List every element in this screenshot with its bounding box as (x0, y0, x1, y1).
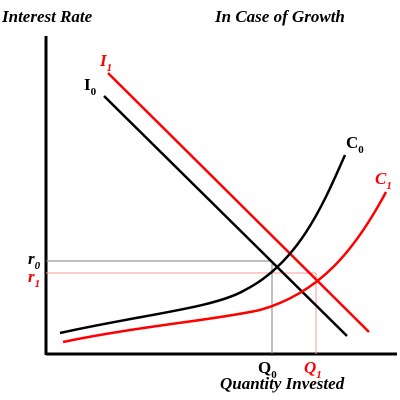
c0-curve (59, 154, 347, 335)
r1-label: r1 (28, 267, 40, 290)
y-axis-title: Interest Rate (1, 7, 93, 26)
i1-label: I1 (99, 51, 112, 74)
i0-label: I0 (84, 75, 97, 98)
c1-label: C1 (375, 169, 392, 192)
c0-label: C0 (346, 133, 364, 156)
i0-curve (103, 95, 348, 337)
i1-curve (107, 72, 370, 333)
c1-curve (62, 191, 388, 344)
x-axis-title: Quantity Invested (220, 374, 345, 393)
q1-label: Q1 (304, 358, 322, 381)
q0-label: Q0 (258, 358, 277, 381)
r0-label: r0 (28, 249, 41, 272)
scenario-title: In Case of Growth (214, 7, 345, 26)
